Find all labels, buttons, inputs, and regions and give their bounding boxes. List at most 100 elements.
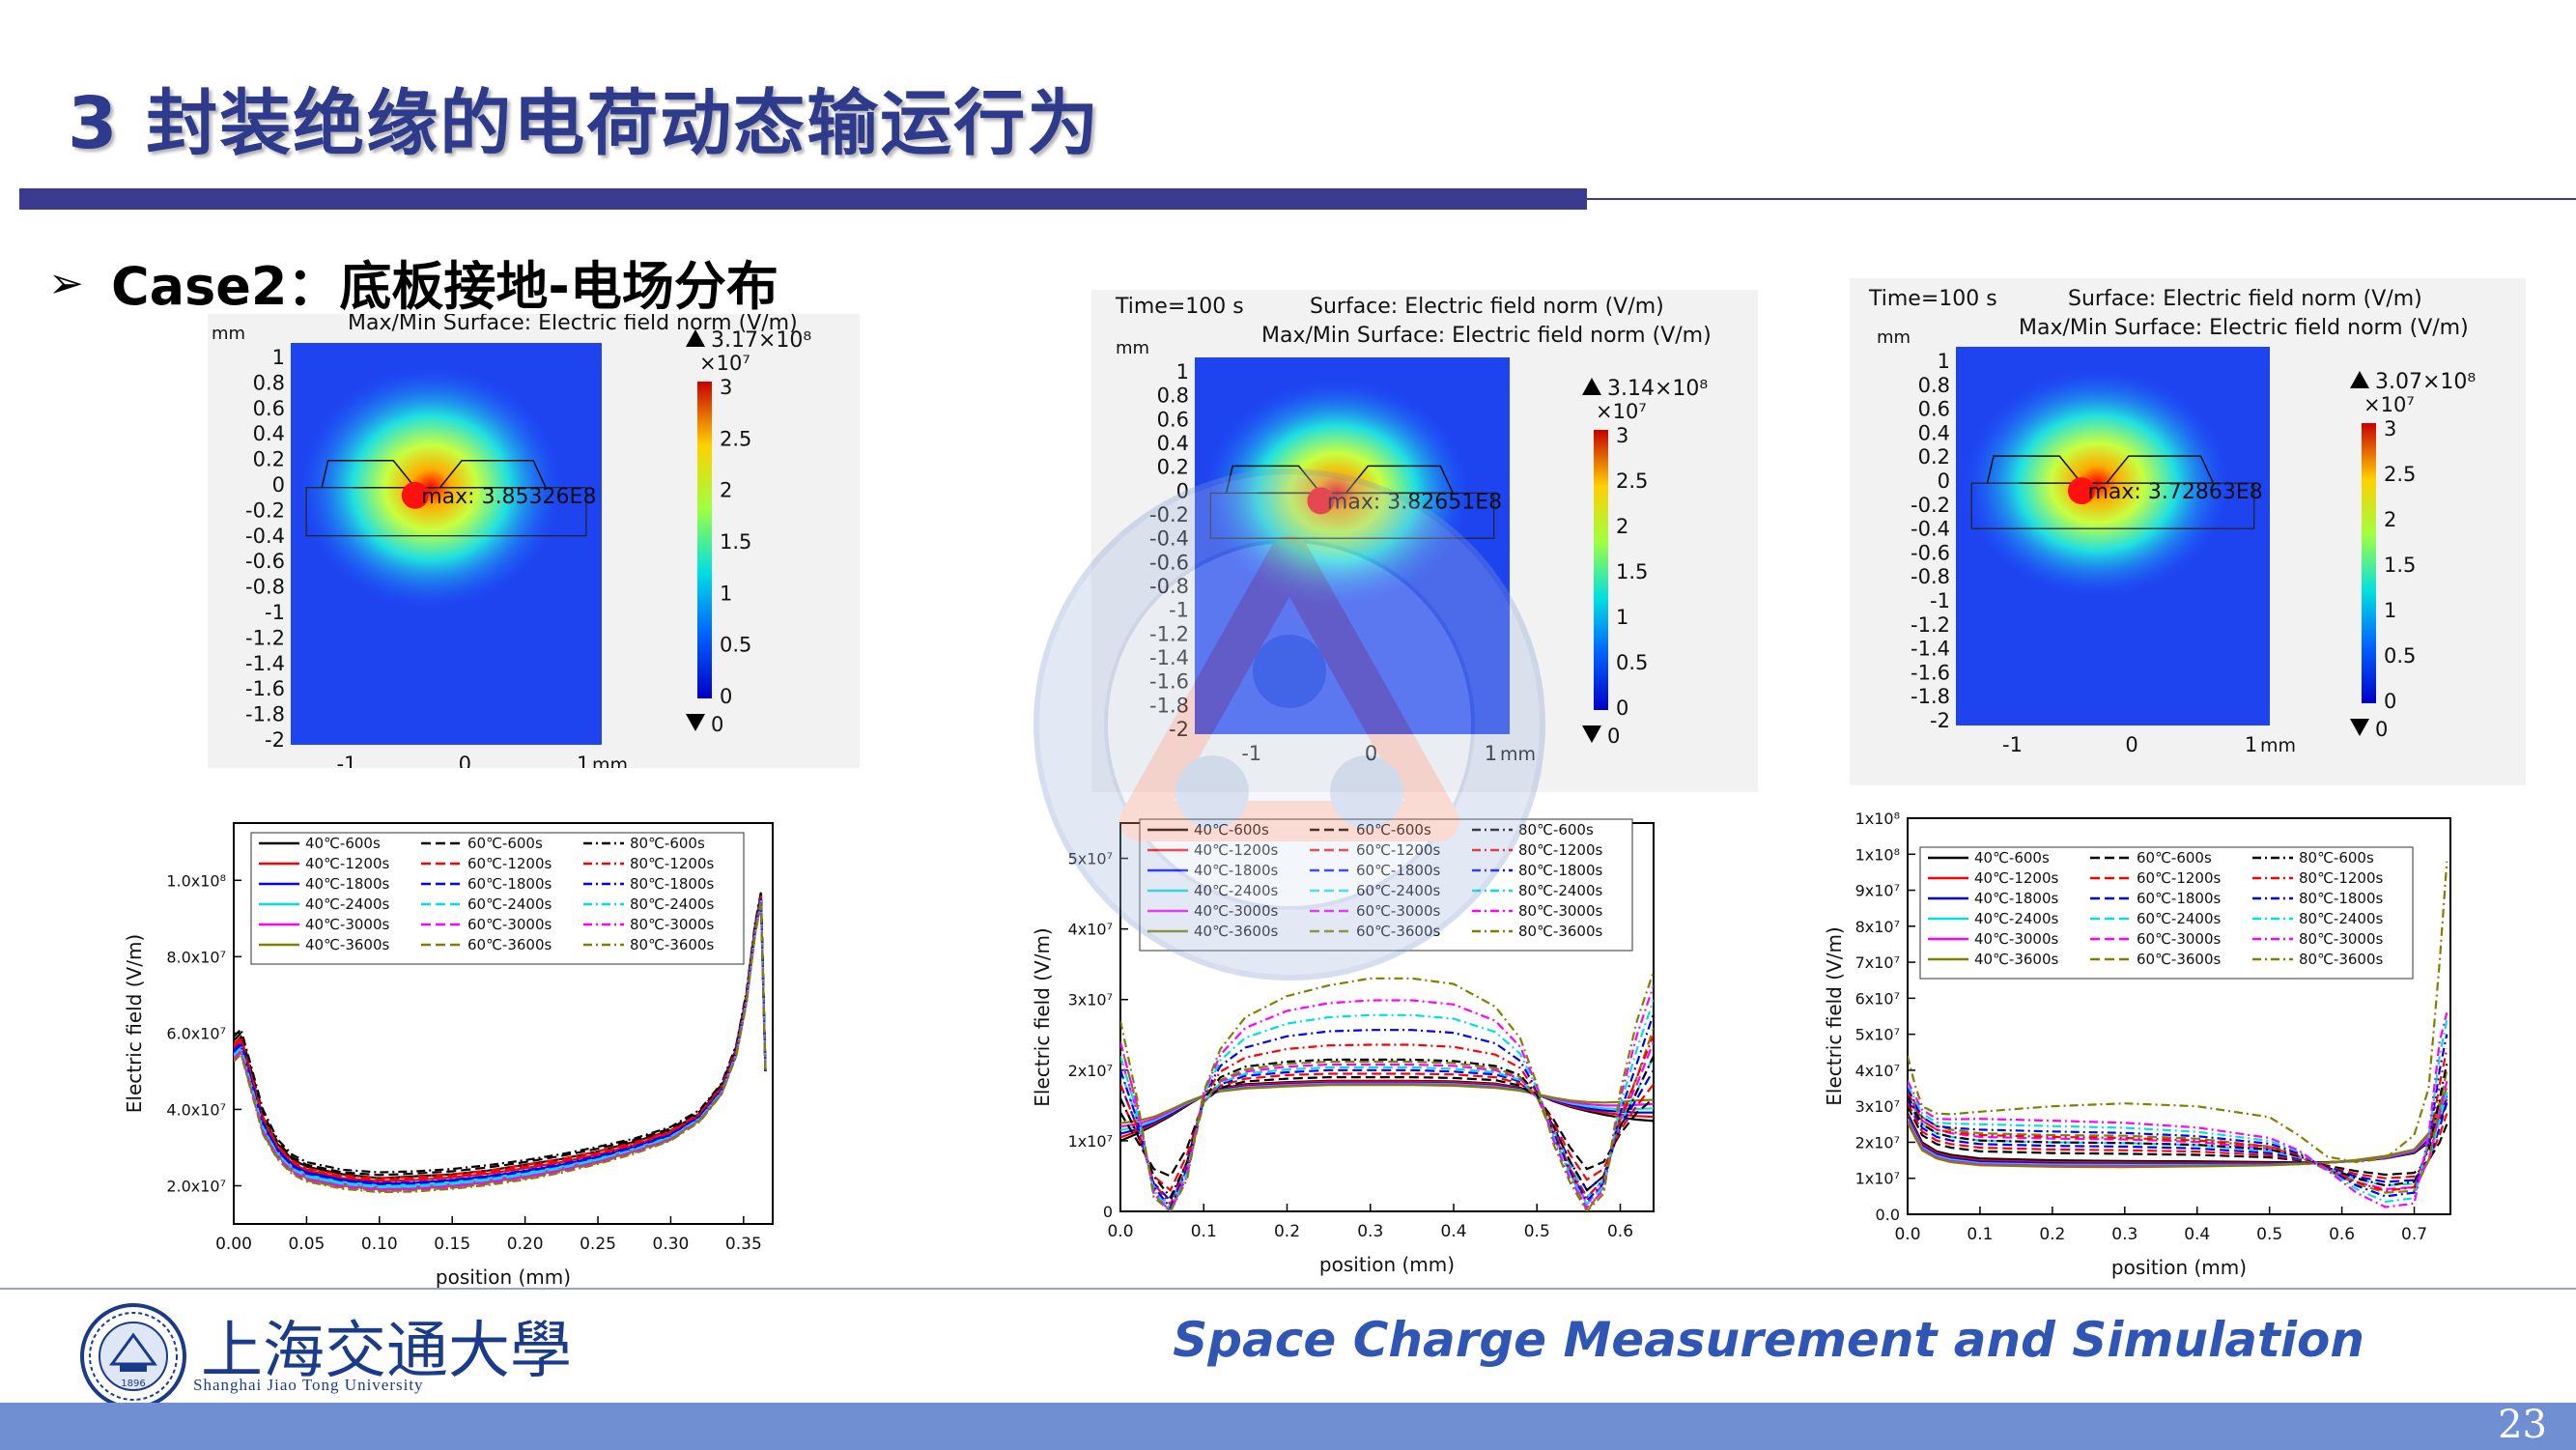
legend-entry: 40℃-2400s <box>1974 910 2059 927</box>
x-tick-label: 1 <box>1485 742 1497 765</box>
x-tick-label: 0.3 <box>1357 1222 1383 1241</box>
legend-entry: 40℃-3000s <box>305 916 390 933</box>
legend-entry: 80℃-1800s <box>1518 862 1603 879</box>
x-tick-label: 0.00 <box>215 1235 252 1254</box>
y-axis-label: Electric field (V/m) <box>1031 927 1054 1107</box>
min-triangle-icon <box>1582 725 1601 743</box>
map-header-header-right: Surface: Electric field norm (V/m) <box>1310 295 1664 319</box>
series-line-15 <box>1120 1012 1654 1210</box>
x-tick-label: 1 <box>577 753 589 768</box>
y-axis-label: Electric field (V/m) <box>123 934 146 1114</box>
colorbar-scale: ×10⁷ <box>699 352 750 375</box>
series-line-9 <box>1120 1068 1654 1203</box>
series-line-6 <box>1908 1088 2449 1169</box>
y-tick-label: -0.8 <box>1911 565 1950 588</box>
slide-title: 3 封装绝缘的电荷动态输运行为 <box>68 82 1101 165</box>
series-line-13 <box>1908 1063 2449 1187</box>
y-tick-label: -0.8 <box>1149 575 1189 598</box>
y-tick-label: 0 <box>1938 469 1950 493</box>
y-tick-label: 4x10⁷ <box>1068 921 1113 939</box>
x-tick-label: 0.1 <box>1967 1225 1993 1244</box>
x-tick-label: 0.1 <box>1191 1222 1217 1241</box>
substrate-outline <box>305 487 587 537</box>
y-tick-label: 0.0 <box>1876 1206 1900 1224</box>
y-tick-label: -1.8 <box>1911 685 1950 708</box>
legend-box <box>1139 818 1633 952</box>
legend-entry: 60℃-600s <box>1356 821 1431 839</box>
y-tick-label: -0.6 <box>1911 541 1950 564</box>
x-tick-label: 0.7 <box>2401 1225 2427 1244</box>
x-tick-label: 0.0 <box>1107 1222 1133 1241</box>
hotspot-peak <box>1307 487 1335 515</box>
y-tick-label: -0.4 <box>1149 527 1189 551</box>
y-tick-label: -1.8 <box>245 703 285 726</box>
colorbar <box>2362 423 2376 703</box>
x-tick-label: 0.5 <box>2256 1225 2282 1244</box>
legend-entry: 40℃-1200s <box>1974 869 2059 887</box>
y-tick-label: 0.4 <box>1157 432 1189 455</box>
title-underline-thin <box>1587 198 2576 200</box>
legend-entry: 80℃-3600s <box>2299 951 2384 968</box>
x-tick-label: 0.0 <box>1894 1225 1920 1244</box>
hotspot-peak <box>401 481 429 509</box>
legend-entry: 60℃-1200s <box>1356 841 1441 859</box>
y-tick-label: 0.8 <box>253 371 285 394</box>
y-tick-label: -1.6 <box>245 677 285 700</box>
series-line-7 <box>1908 1105 2449 1177</box>
y-tick-label: 4x10⁷ <box>1855 1062 1900 1080</box>
max-value-label: max: 3.72863E8 <box>2088 480 2263 504</box>
x-tick-label: 1 <box>2245 733 2257 756</box>
colorbar <box>697 382 712 698</box>
bullet-case-label: Case2：底板接地-电场分布 <box>111 256 778 317</box>
y-tick-label: 9x10⁷ <box>1855 882 1900 900</box>
colorbar-tick-label: 1.5 <box>720 530 751 554</box>
colorbar-tick-label: 2 <box>2384 508 2396 531</box>
field-map-right: Time=100 s Surface: Electric field norm (… <box>1850 278 2526 785</box>
y-tick-label: 0 <box>1176 479 1189 502</box>
y-tick-label: 8.0x10⁷ <box>166 948 226 966</box>
map-header-header-left: Time=100 s <box>1868 287 1997 311</box>
legend-entry: 80℃-3000s <box>630 916 715 933</box>
legend-entry: 60℃-3600s <box>1356 923 1441 940</box>
footer-divider <box>0 1288 2576 1290</box>
legend-entry: 60℃-3000s <box>467 916 552 933</box>
legend-entry: 40℃-3000s <box>1974 930 2059 948</box>
colorbar-tick-label: 3 <box>1616 424 1628 447</box>
x-tick-label: 0.4 <box>1440 1222 1466 1241</box>
legend-entry: 80℃-1200s <box>1518 841 1603 859</box>
series-group <box>1120 971 1654 1211</box>
colorbar-tick-label: 2.5 <box>2384 463 2416 486</box>
y-tick-label: 2x10⁷ <box>1068 1062 1113 1080</box>
y-tick-label: -1.2 <box>1149 622 1189 645</box>
y-axis-unit: mm <box>212 324 245 344</box>
legend-entry: 80℃-1200s <box>630 855 715 872</box>
series-line-9 <box>234 898 767 1186</box>
legend-entry: 80℃-3600s <box>630 936 715 953</box>
y-tick-label: 0.2 <box>1157 456 1189 479</box>
colorbar-tick-label: 2 <box>1616 515 1628 538</box>
y-tick-label: 5x10⁷ <box>1068 850 1113 868</box>
series-line-7 <box>1120 1076 1654 1178</box>
y-tick-label: 1 <box>1938 350 1950 373</box>
legend-entry: 60℃-1800s <box>467 875 552 893</box>
map-header-header-right: Max/Min Surface: Electric field norm (V/… <box>348 314 798 335</box>
y-tick-label: 0.8 <box>1918 374 1950 397</box>
colorbar-min-value: 0 <box>711 713 723 736</box>
legend-entry: 60℃-1800s <box>2137 890 2222 907</box>
field-map-left: Max/Min Surface: Electric field norm (V/… <box>208 314 860 768</box>
max-triangle-icon <box>1582 378 1601 395</box>
line-chart-middle: 0.0 0.1 0.2 0.3 0.4 0.5 0.6 0 1x10⁷ 2x10⁷ 3x10⁷ 4x1… <box>1031 818 1655 1276</box>
y-tick-label: 0.4 <box>1918 421 1950 444</box>
y-tick-label: 1x10⁷ <box>1068 1132 1113 1151</box>
line-chart-left: 0.00 0.05 0.10 0.15 0.20 0.25 0.30 0.35 2.0x10⁷ 4… <box>123 822 774 1289</box>
legend-entry: 60℃-3000s <box>2137 930 2222 948</box>
legend-box <box>1919 846 2414 980</box>
y-tick-label: 0.4 <box>253 422 285 445</box>
max-triangle-icon <box>2350 371 2369 388</box>
colorbar-tick-label: 0 <box>1616 697 1628 720</box>
legend-entry: 80℃-3000s <box>2299 930 2384 948</box>
x-tick-label: -1 <box>336 753 356 768</box>
y-tick-label: -0.2 <box>245 498 285 522</box>
x-tick-label: 0.3 <box>2111 1225 2137 1244</box>
legend-entry: 60℃-3600s <box>2137 951 2222 968</box>
